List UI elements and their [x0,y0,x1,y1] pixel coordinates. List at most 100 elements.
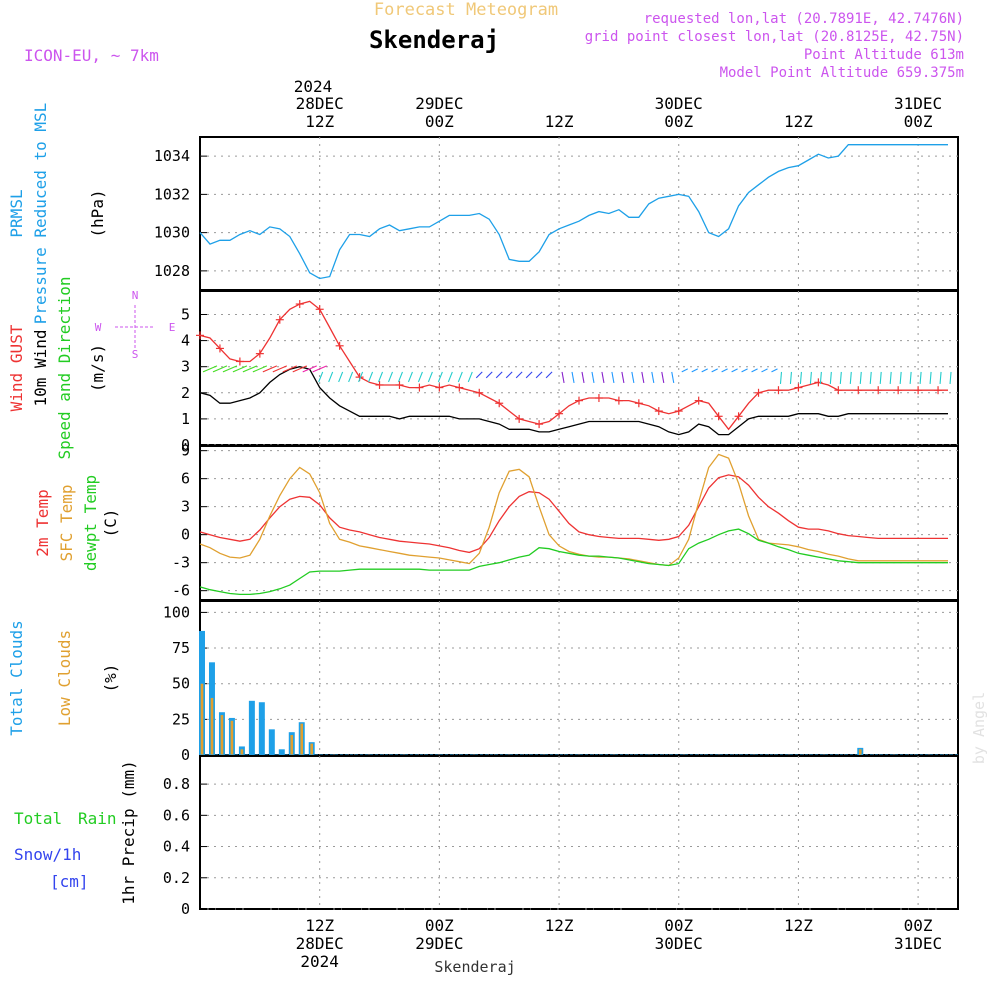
wind-arrow [437,371,443,383]
temperature-label: 2m Temp [33,489,52,556]
wind-arrow [651,371,655,384]
total-clouds-bar [258,702,265,755]
top-hour-label: 12Z [305,112,334,131]
wind-arrow [571,371,575,384]
wind-label: Speed and Direction [55,276,74,459]
gust-marker [315,305,324,314]
gust-marker [674,407,683,416]
top-hour-label: 00Z [664,112,693,131]
gust-marker [235,357,244,366]
wind-arrow [397,371,403,383]
bottom-date-label: 30DEC [655,934,703,953]
wind-arrow [561,371,565,384]
wind-arrow [505,371,513,379]
wind-arrow [621,371,625,384]
wind-arrow [368,371,374,383]
wind-arrow [242,365,258,373]
temperature-frame [199,445,959,601]
temperature-ytick-label: 6 [181,470,190,488]
temperature-ytick-label: -3 [172,554,190,572]
wind-arrow [889,371,892,384]
gust-marker [495,399,504,408]
gust-marker [694,396,703,405]
gust-marker [196,331,204,340]
wind-arrow [387,371,394,383]
pressure-unit: (hPa) [88,189,107,237]
clouds-unit: (%) [101,664,120,693]
wind-arrow [899,371,902,384]
gust-marker [714,412,723,421]
bottom-hour-label: 12Z [545,916,574,935]
low-clouds-bar [220,715,224,755]
gust-marker [555,409,564,418]
gust-marker [215,344,224,353]
gust-marker [575,396,583,405]
low-clouds-bar [290,735,294,755]
clouds-ytick-label: 25 [172,710,190,728]
clouds-label: Total Clouds [7,620,26,736]
wind-ytick-label: 1 [181,410,190,428]
top-date-label: 29DEC [415,94,463,113]
top-hour-label: 12Z [545,112,574,131]
precip-ytick-label: 0.8 [163,775,190,793]
wind-arrow [819,371,822,384]
low-clouds-bar [310,743,314,755]
wind-arrow [859,371,862,384]
wind-arrow [711,368,718,373]
wind-arrow [641,371,645,384]
total-clouds-bar [278,749,285,755]
clouds-frame [199,600,959,756]
gust-marker [515,414,524,423]
wind-arrow [272,365,288,373]
precip-frame [199,755,959,910]
wind-arrow [691,368,698,373]
pressure-frame [199,136,959,291]
wind-arrow [879,371,882,384]
wind-arrow [701,368,708,373]
model-label: ICON-EU, ~ 7km [24,46,159,65]
wind-arrow [761,368,768,373]
temperature-series-sfc-temp [199,453,948,567]
meteogram-subtitle: Forecast Meteogram [374,0,558,20]
wind-arrow [681,368,688,373]
panel-clouds: 0 25 50 75 100 Total Clouds Low Clouds (%) [7,600,959,764]
wind-ytick-label: 5 [181,305,190,323]
wind-arrow [789,371,792,384]
gust-marker [455,383,464,392]
gust-marker [734,412,743,421]
wind-direction-arrows [202,365,952,384]
gust-marker [654,407,663,416]
wind-series-wind-gust [199,300,948,431]
wind-ytick-label: 2 [181,384,190,402]
gust-marker [834,386,843,395]
wind-arrow [869,371,872,384]
temperature-series-2m-temp [199,474,948,554]
wind-arrow [849,371,852,384]
wind-arrow [348,371,354,383]
precip-snow-label: Snow/1h [14,845,81,864]
wind-arrow [771,368,778,373]
wind-arrow [545,371,553,379]
wind-arrow [338,371,344,383]
bottom-date-label: 29DEC [415,934,463,953]
compass-s: S [132,348,139,361]
pressure-ytick-label: 1028 [154,262,190,280]
wind-arrow [427,371,433,383]
compass-guide: N S W E [95,289,176,361]
temperature-ytick-label: 9 [181,442,190,460]
wind-arrow [591,371,595,384]
temperature-series-dewpt-temp [199,528,948,596]
wind-arrow [222,365,238,373]
wind-arrow [457,371,463,383]
gust-marker [275,315,284,324]
wind-arrow [312,365,327,373]
location-title: Skenderaj [369,26,499,54]
compass-n: N [132,289,139,302]
wind-arrow [202,365,218,373]
wind-arrow [407,371,413,383]
wind-arrow [631,371,635,384]
wind-arrow [485,371,493,379]
